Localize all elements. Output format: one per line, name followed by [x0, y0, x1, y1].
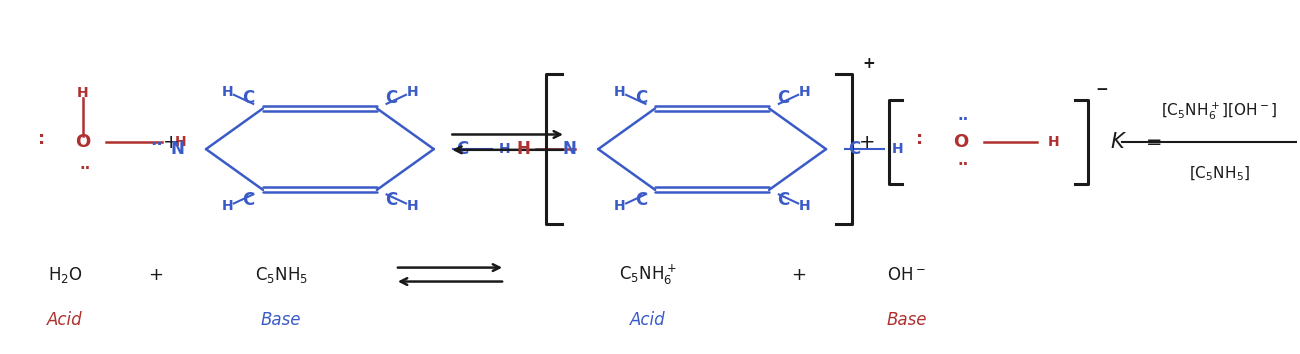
Text: C: C — [456, 140, 468, 158]
Text: H: H — [614, 199, 625, 213]
Text: Acid: Acid — [47, 311, 83, 329]
Text: ··: ·· — [958, 112, 968, 127]
Text: +: + — [862, 56, 875, 71]
Text: H: H — [499, 142, 511, 156]
Text: C: C — [634, 89, 647, 107]
Text: $\mathit{K}$: $\mathit{K}$ — [1109, 132, 1127, 152]
Text: H: H — [174, 135, 186, 149]
Text: $\mathrm{C_5NH_5}$: $\mathrm{C_5NH_5}$ — [255, 264, 308, 285]
Text: Base: Base — [261, 311, 302, 329]
Text: +: + — [162, 133, 179, 152]
Text: H: H — [407, 85, 419, 99]
Text: H: H — [221, 85, 233, 99]
Text: $\mathrm{[C_5NH_6^+][OH^-]}$: $\mathrm{[C_5NH_6^+][OH^-]}$ — [1161, 100, 1278, 122]
Text: C: C — [385, 89, 398, 107]
Text: H: H — [407, 199, 419, 213]
Text: +: + — [859, 133, 876, 152]
Text: H: H — [77, 86, 88, 101]
Text: C: C — [777, 89, 789, 107]
Text: O: O — [75, 133, 91, 151]
Text: ··: ·· — [151, 136, 164, 154]
Text: ··: ·· — [81, 161, 91, 176]
Text: O: O — [953, 133, 968, 151]
Text: $\mathrm{[C_5NH_5]}$: $\mathrm{[C_5NH_5]}$ — [1190, 164, 1251, 183]
Text: C: C — [634, 191, 647, 209]
Text: H: H — [614, 85, 625, 99]
Text: $\mathrm{OH^-}$: $\mathrm{OH^-}$ — [887, 266, 926, 284]
Text: Base: Base — [887, 311, 927, 329]
Text: $\mathrm{H_2O}$: $\mathrm{H_2O}$ — [48, 264, 82, 285]
Text: H: H — [1048, 135, 1059, 149]
Text: −: − — [1096, 82, 1108, 97]
Text: N: N — [563, 140, 577, 158]
Text: H: H — [800, 199, 810, 213]
Text: :: : — [915, 130, 923, 148]
Text: H: H — [221, 199, 233, 213]
Text: :: : — [38, 130, 46, 148]
Text: $\mathrm{C_5NH_6^+}$: $\mathrm{C_5NH_6^+}$ — [619, 262, 676, 287]
Text: H: H — [892, 142, 903, 156]
Text: =: = — [1145, 133, 1162, 152]
Text: +: + — [792, 266, 806, 284]
Text: C: C — [385, 191, 398, 209]
Text: +: + — [148, 266, 162, 284]
Text: C: C — [849, 140, 861, 158]
Text: H: H — [516, 140, 530, 158]
Text: Acid: Acid — [629, 311, 666, 329]
Text: ··: ·· — [958, 157, 968, 172]
Text: N: N — [170, 140, 185, 158]
Text: C: C — [243, 191, 255, 209]
Text: C: C — [243, 89, 255, 107]
Text: C: C — [777, 191, 789, 209]
Text: H: H — [800, 85, 810, 99]
